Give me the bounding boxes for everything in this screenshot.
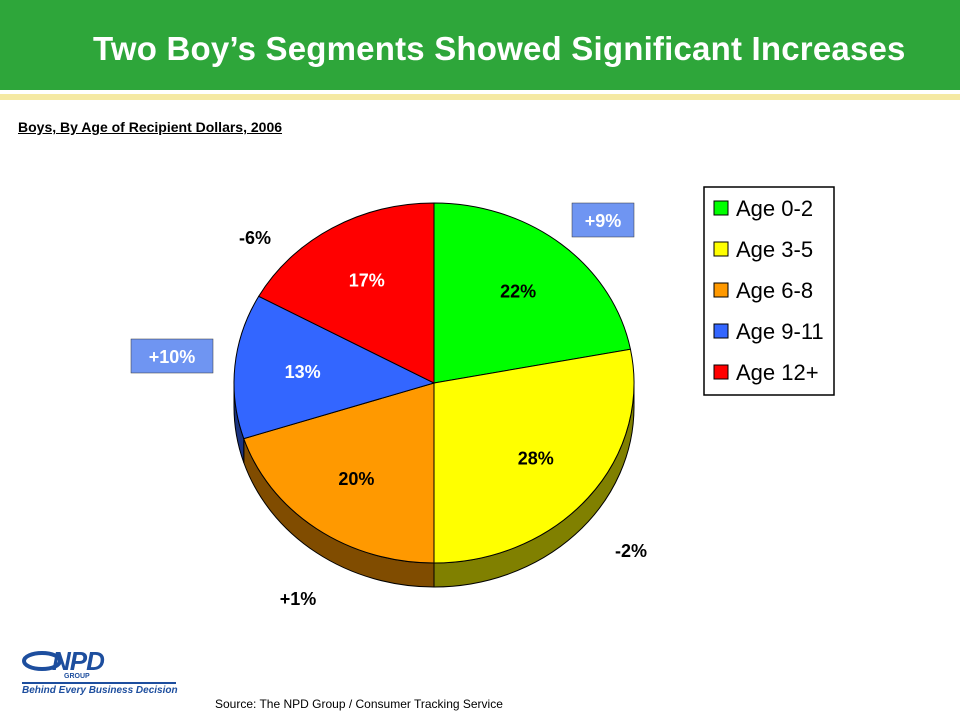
change-label: -6% (239, 228, 271, 248)
header-accent-line (0, 94, 960, 100)
logo-brand: NPD (52, 646, 105, 676)
slice-value-label: 20% (338, 469, 374, 489)
slide-title: Two Boy’s Segments Showed Significant In… (93, 30, 906, 67)
slice-value-label: 22% (500, 281, 536, 301)
pie-slice-age-3-5 (433, 348, 635, 564)
chart-legend: Age 0-2 Age 3-5 Age 6-8 Age 9-11 Age 12+ (703, 186, 835, 396)
pie-slice-age-0-2 (433, 202, 632, 384)
change-label-box (130, 338, 214, 374)
legend-swatch (713, 323, 729, 339)
pie-slice-age-9-11 (233, 295, 436, 440)
change-label: -2% (615, 541, 647, 561)
change-label: +1% (280, 589, 317, 609)
legend-swatch (713, 364, 729, 380)
chart-subtitle: Boys, By Age of Recipient Dollars, 2006 (18, 119, 283, 135)
logo-tagline: Behind Every Business Decision (22, 682, 178, 700)
source-note: Source: The NPD Group / Consumer Trackin… (215, 697, 503, 711)
legend-label: Age 6-8 (736, 278, 813, 303)
legend-label: Age 3-5 (736, 237, 813, 262)
slice-value-label: 28% (518, 449, 554, 469)
pie-slices (233, 202, 635, 564)
legend-swatch (713, 200, 729, 216)
slice-value-label: 13% (285, 362, 321, 382)
change-labels: +9% -2% +1% +10% -6% (130, 202, 647, 609)
legend-label: Age 12+ (736, 360, 819, 385)
npd-logo: NPD GROUP Behind Every Business Decision (22, 646, 182, 702)
header-bar (0, 0, 960, 90)
pie-slice-age-6-8 (243, 382, 435, 564)
legend-swatch (713, 282, 729, 298)
logo-swoosh-icon (22, 651, 62, 671)
legend-label: Age 0-2 (736, 196, 813, 221)
logo-group: GROUP (64, 673, 90, 680)
change-label: +9% (585, 211, 622, 231)
legend-swatch (713, 241, 729, 257)
pie-slice-age-12- (258, 202, 435, 384)
pie-value-labels: 22% 28% 20% 13% 17% (285, 271, 554, 489)
change-label: +10% (149, 347, 196, 367)
slice-value-label: 17% (349, 271, 385, 291)
change-label-box (571, 202, 635, 238)
legend-label: Age 9-11 (736, 319, 824, 344)
